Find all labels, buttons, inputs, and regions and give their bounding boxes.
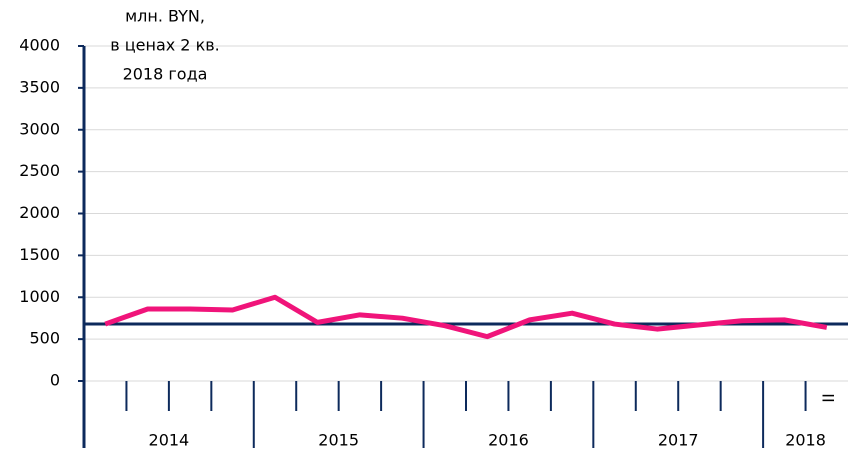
y-axis-label: 2018 года: [123, 65, 208, 84]
y-tick-label: 4000: [19, 36, 60, 55]
y-tick-label: 3500: [19, 77, 60, 96]
year-label: 2017: [658, 431, 699, 450]
x-tick-label: II: [818, 393, 837, 402]
y-tick-label: 2000: [19, 203, 60, 222]
y-tick-label: 2500: [19, 161, 60, 180]
y-tick-label: 1000: [19, 287, 60, 306]
year-label: 2014: [149, 431, 190, 450]
data-line: [104, 294, 828, 340]
year-label: 2016: [488, 431, 529, 450]
year-label: 2015: [318, 431, 359, 450]
y-axis-label: в ценах 2 кв.: [110, 36, 220, 55]
y-tick-label: 0: [50, 371, 60, 390]
y-tick-label: 3000: [19, 119, 60, 138]
year-label: 2018: [785, 431, 826, 450]
y-tick-label: 500: [29, 329, 60, 348]
y-axis-label: млн. BYN,: [125, 7, 205, 26]
y-tick-label: 1500: [19, 245, 60, 264]
